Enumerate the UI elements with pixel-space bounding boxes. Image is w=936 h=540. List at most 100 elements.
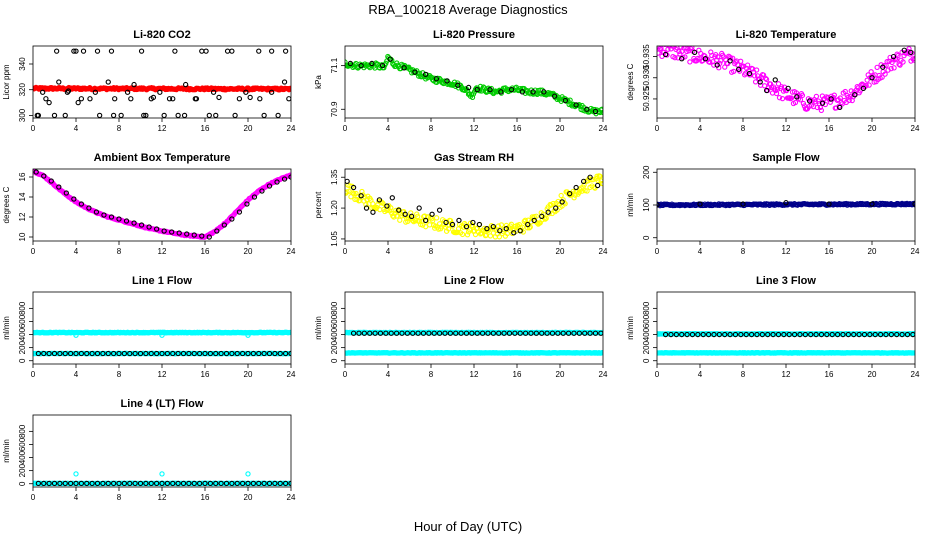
data-point: [48, 178, 54, 184]
data-point: [137, 350, 144, 357]
data-point: [84, 350, 90, 357]
panel-line-2-flow: Line 2 Flow ml/min 0 4 8 12 16 20 24 0 20040060080…: [314, 275, 608, 379]
data-point: [582, 330, 588, 336]
panel-ambient-box-temperature: Ambient Box Temperature degrees C 0 4 8 12 16 2…: [2, 152, 296, 256]
x-tick-label: 12: [158, 493, 167, 502]
data-point: [110, 480, 117, 487]
data-point: [431, 330, 437, 336]
panel-title: Sample Flow: [752, 152, 820, 164]
series-black: [662, 47, 914, 111]
data-point: [124, 89, 131, 95]
data-point: [443, 219, 449, 226]
data-point: [393, 330, 400, 336]
data-point: [192, 96, 198, 102]
data-point: [567, 191, 573, 197]
data-point: [101, 212, 107, 218]
series-black: [35, 350, 291, 357]
data-point: [153, 480, 160, 487]
x-tick-label: 4: [386, 124, 391, 133]
data-point: [433, 215, 440, 221]
data-point: [137, 480, 144, 487]
data-point: [727, 58, 733, 64]
data-point: [697, 201, 703, 207]
data-point: [770, 331, 776, 338]
series-cyan: [73, 332, 251, 338]
data-point: [597, 173, 603, 179]
data-point: [762, 75, 769, 82]
x-tick-label: 8: [429, 370, 434, 379]
data-point: [127, 350, 133, 357]
data-point: [191, 480, 197, 487]
data-point: [86, 205, 92, 211]
data-point: [480, 84, 487, 90]
y-axis-label: ml/min: [626, 316, 635, 340]
data-point: [256, 48, 262, 54]
data-point: [484, 226, 490, 232]
data-point: [272, 480, 278, 487]
data-point: [763, 76, 770, 83]
data-point: [67, 480, 74, 487]
data-point: [33, 169, 39, 175]
x-tick-label: 4: [698, 247, 703, 256]
data-point: [807, 98, 813, 104]
data-point: [148, 350, 154, 357]
data-point: [469, 222, 476, 229]
y-tick-label: 0: [642, 358, 651, 363]
data-point: [116, 350, 122, 357]
data-point: [549, 330, 556, 336]
data-point: [888, 66, 894, 72]
data-point: [71, 48, 77, 54]
data-point: [422, 71, 429, 78]
data-point: [236, 209, 243, 215]
figure-title: RBA_100218 Average Diagnostics: [368, 2, 568, 17]
panel-title: Gas Stream RH: [434, 152, 514, 164]
data-point: [539, 330, 545, 336]
data-point: [181, 112, 188, 118]
data-point: [525, 221, 531, 228]
x-tick-label: 8: [117, 247, 122, 256]
data-point: [533, 330, 539, 336]
data-point: [250, 350, 257, 357]
data-point: [191, 350, 197, 357]
data-point: [399, 330, 405, 336]
y-tick-label: 1.20: [330, 200, 339, 216]
data-points: [345, 173, 603, 240]
data-point: [62, 112, 68, 118]
data-point: [51, 112, 58, 118]
x-tick-label: 24: [599, 247, 608, 256]
data-point: [245, 480, 251, 487]
data-point: [277, 480, 283, 487]
data-point: [282, 350, 289, 357]
x-tick-label: 0: [31, 247, 36, 256]
data-point: [687, 59, 693, 65]
series-black: [662, 331, 915, 338]
y-tick-label: 0: [642, 235, 651, 240]
data-point: [239, 480, 246, 487]
series-cyan: [33, 329, 291, 336]
x-tick-label: 24: [287, 493, 296, 502]
data-point: [73, 48, 79, 54]
data-point: [282, 480, 289, 487]
data-point: [469, 330, 475, 336]
plot-frame: [344, 45, 604, 119]
data-point: [234, 350, 240, 357]
data-point: [73, 480, 79, 487]
series-cyan: [657, 349, 915, 356]
y-tick-label: 320: [18, 82, 27, 96]
data-point: [100, 350, 106, 357]
data-point: [751, 73, 758, 79]
data-point: [912, 55, 915, 62]
data-point: [508, 86, 515, 93]
data-point: [420, 330, 427, 336]
data-point: [783, 200, 789, 206]
data-point: [779, 95, 786, 102]
data-point: [828, 96, 834, 102]
data-point: [455, 82, 461, 88]
data-point: [831, 92, 837, 98]
data-point: [405, 218, 411, 225]
data-point: [469, 94, 476, 101]
x-tick-label: 20: [244, 370, 253, 379]
data-point: [356, 330, 362, 336]
data-point: [191, 232, 197, 238]
data-point: [363, 205, 370, 211]
